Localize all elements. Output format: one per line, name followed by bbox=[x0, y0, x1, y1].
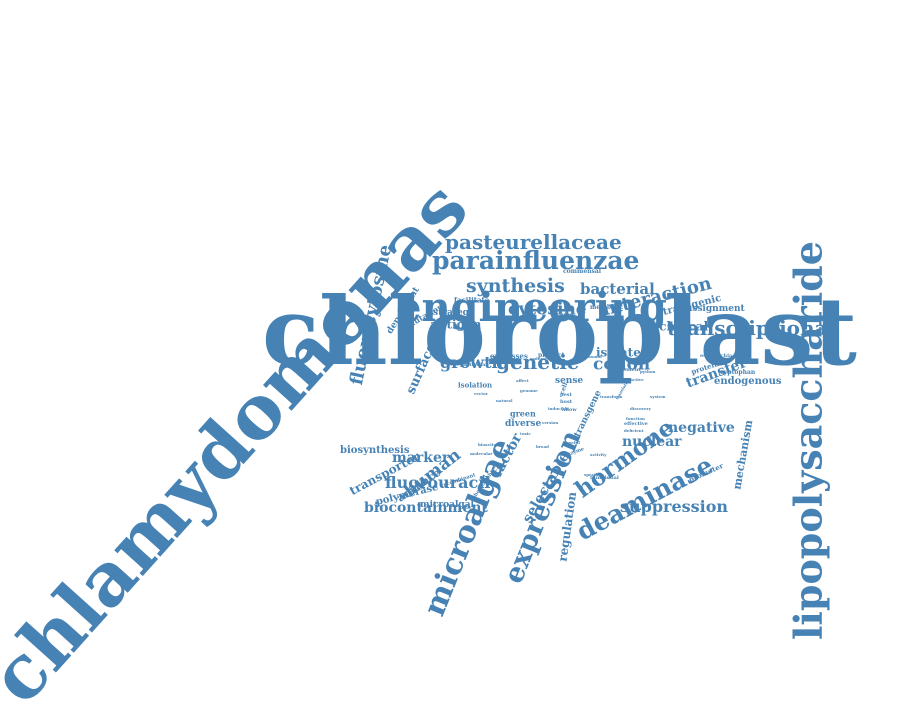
cloud-word: molecular bbox=[470, 450, 493, 456]
cloud-word: activity bbox=[590, 451, 607, 457]
cloud-word: microalgal bbox=[420, 499, 474, 510]
cloud-word: genetic bbox=[496, 350, 579, 374]
cloud-word: function bbox=[626, 415, 645, 421]
cloud-word: cytosine bbox=[508, 299, 587, 320]
cloud-word: diverse bbox=[505, 418, 542, 429]
cloud-word: effective bbox=[624, 421, 648, 427]
cloud-word: affect bbox=[516, 377, 529, 383]
cloud-word: specific bbox=[584, 471, 601, 477]
cloud-word: bacterial bbox=[580, 280, 655, 298]
cloud-word: version bbox=[542, 419, 559, 425]
cloud-word: suppression bbox=[620, 497, 729, 517]
cloud-word: codon bbox=[593, 354, 651, 375]
cloud-word: biosynthesis bbox=[340, 445, 410, 456]
cloud-word: broad bbox=[536, 443, 549, 449]
cloud-word: isolation bbox=[458, 380, 493, 390]
cloud-word: transcriptional bbox=[667, 316, 836, 340]
cloud-word: natural bbox=[496, 397, 513, 403]
cloud-word: functional bbox=[590, 475, 619, 481]
cloud-word: host bbox=[560, 399, 573, 405]
cloud-word: vector bbox=[474, 390, 488, 396]
cloud-word: isolate bbox=[596, 345, 641, 360]
cloud-word: transform bbox=[600, 393, 623, 399]
cloud-word: sense bbox=[555, 375, 584, 386]
cloud-word: product bbox=[538, 352, 565, 360]
cloud-word: pasteurellaceae bbox=[445, 230, 622, 254]
cloud-word: green bbox=[510, 408, 536, 419]
cloud-word: bioactive bbox=[478, 441, 499, 447]
cloud-word: chlamydomonas bbox=[0, 165, 485, 717]
cloud-word: biocontainment bbox=[364, 499, 488, 516]
cloud-word: toxic bbox=[520, 430, 531, 436]
cloud-word: allow bbox=[562, 407, 577, 413]
cloud-word: negative bbox=[668, 419, 735, 436]
cloud-word: genome bbox=[520, 387, 538, 393]
cloud-word: marker bbox=[392, 449, 450, 466]
cloud-word: growth bbox=[440, 353, 504, 373]
cloud-word: useful bbox=[566, 439, 580, 445]
cloud-word: antigen bbox=[430, 317, 482, 332]
cloud-word: particular bbox=[460, 362, 489, 368]
cloud-word: facilitate bbox=[454, 295, 490, 305]
cloud-word: discovery bbox=[630, 405, 651, 411]
cloud-word: plasmid bbox=[584, 353, 602, 359]
cloud-word: pest bbox=[560, 392, 572, 398]
cloud-word: strategy bbox=[433, 307, 475, 318]
cloud-word: sodium bbox=[530, 355, 547, 361]
cloud-word: technical bbox=[646, 319, 709, 334]
cloud-word: engineering bbox=[396, 284, 667, 331]
cloud-word: tryptophan bbox=[718, 369, 756, 377]
cloud-word: chloroplast bbox=[262, 276, 857, 387]
cloud-word: lipopolysaccharide bbox=[785, 241, 831, 640]
cloud-word: result bbox=[550, 357, 564, 363]
cloud-word: metabolic bbox=[590, 304, 624, 312]
cloud-word: commensal bbox=[563, 268, 602, 276]
cloud-word: attractive bbox=[622, 376, 644, 382]
cloud-word: parainfluenzae bbox=[432, 246, 640, 275]
cloud-word: fluorouracil bbox=[385, 473, 491, 493]
cloud-word: nuclear bbox=[622, 433, 682, 450]
cloud-word: escherichia bbox=[700, 353, 733, 359]
cloud-word: inducible bbox=[548, 405, 569, 411]
cloud-word: deficient bbox=[624, 427, 644, 433]
cloud-word: reassignment bbox=[676, 303, 745, 314]
cloud-word: expresses bbox=[490, 351, 528, 361]
cloud-word: synthesis bbox=[466, 274, 565, 297]
cloud-word: element bbox=[618, 367, 641, 373]
cloud-word: system bbox=[650, 393, 666, 399]
cloud-word: python bbox=[640, 368, 656, 374]
cloud-word: endogenous bbox=[714, 376, 782, 387]
